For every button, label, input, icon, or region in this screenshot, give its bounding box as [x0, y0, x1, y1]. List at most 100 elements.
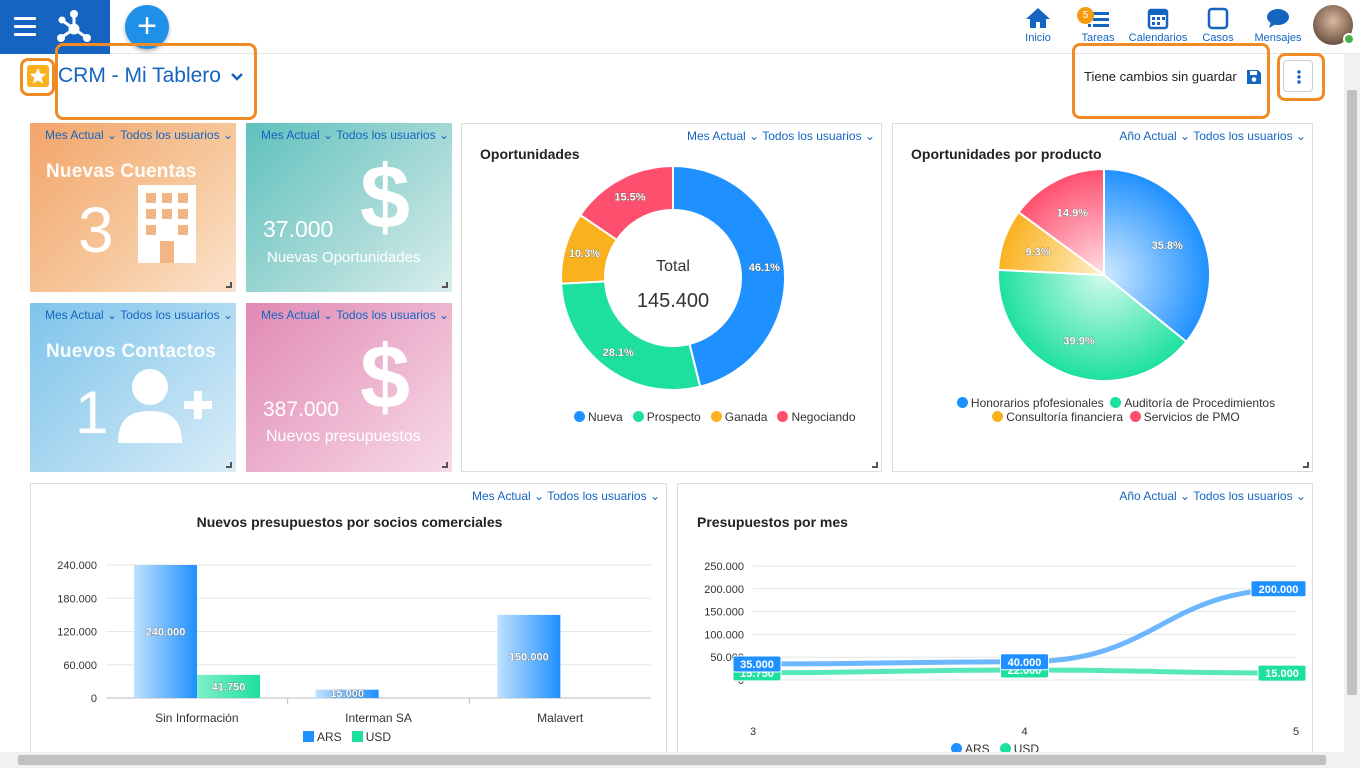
tile-new-accounts[interactable]: Mes Actual ⌄ Todos los usuarios ⌄ Nuevas…	[30, 123, 236, 292]
period-filter[interactable]: Mes Actual	[687, 129, 746, 143]
unsaved-highlight	[1072, 43, 1270, 119]
bar[interactable]	[197, 674, 260, 698]
nav-messages[interactable]: Mensajes	[1243, 6, 1313, 44]
nav-cases[interactable]: Casos	[1183, 6, 1253, 44]
nav-home[interactable]: Inicio	[1003, 6, 1073, 44]
legend-item[interactable]: Auditoría de Procedimientos	[1110, 396, 1275, 410]
legend-item[interactable]: Negociando	[777, 410, 856, 424]
home-icon	[1026, 8, 1050, 28]
users-filter[interactable]: Todos los usuarios	[1193, 489, 1293, 503]
cases-icon	[1207, 7, 1229, 30]
slice-label: 15.5%	[614, 192, 645, 204]
favorite-star-button[interactable]	[27, 65, 49, 87]
resize-handle[interactable]	[226, 462, 232, 468]
save-icon[interactable]	[1245, 68, 1263, 91]
period-filter[interactable]: Mes Actual	[472, 489, 531, 503]
add-button[interactable]: +	[125, 5, 169, 49]
period-filter[interactable]: Mes Actual	[45, 128, 104, 142]
partners-bar-chart: 0 60.000 120.000 180.000 240.000 Sin Informac…	[57, 560, 651, 725]
chart-title: Oportunidades	[480, 146, 580, 162]
legend-item[interactable]: Servicios de PMO	[1129, 410, 1240, 424]
period-filter[interactable]: Año Actual	[1119, 129, 1177, 143]
x-tick-label: 4	[1021, 726, 1027, 738]
chart-title: Oportunidades por producto	[911, 146, 1102, 162]
users-filter[interactable]: Todos los usuarios	[120, 308, 220, 322]
resize-handle[interactable]	[226, 282, 232, 288]
resize-handle[interactable]	[442, 282, 448, 288]
dollar-icon: $	[360, 148, 411, 248]
legend-item[interactable]: ARS	[303, 730, 342, 744]
legend-item[interactable]: Nueva	[574, 410, 623, 424]
tile-filter[interactable]: Mes Actual ⌄ Todos los usuarios ⌄	[261, 128, 449, 142]
pie-slice[interactable]	[997, 268, 1188, 382]
card-filter[interactable]: Año Actual ⌄ Todos los usuarios ⌄	[1119, 489, 1306, 503]
tile-filter[interactable]: Mes Actual ⌄ Todos los usuarios ⌄	[261, 308, 449, 322]
bar[interactable]	[315, 689, 379, 698]
legend-label: Consultoría financiera	[1006, 410, 1124, 424]
calendar-icon	[1147, 8, 1169, 30]
pie-slice[interactable]	[1017, 167, 1105, 277]
pie-slice[interactable]	[672, 164, 786, 388]
chart-title: Presupuestos por mes	[697, 514, 848, 530]
pie-slice[interactable]	[560, 280, 702, 391]
point-label: 200.000	[1259, 584, 1299, 596]
y-tick-label: 60.000	[63, 660, 97, 672]
legend-item[interactable]: Honorarios pfofesionales	[956, 396, 1104, 410]
tile-title: Nuevas Cuentas	[46, 161, 197, 182]
more-options-button[interactable]	[1283, 60, 1313, 92]
bar-label: 15.000	[330, 688, 364, 700]
users-filter[interactable]: Todos los usuarios	[1193, 129, 1293, 143]
tile-new-budgets[interactable]: Mes Actual ⌄ Todos los usuarios ⌄ $ 387.…	[246, 303, 452, 472]
tile-filter[interactable]: Mes Actual ⌄ Todos los usuarios ⌄	[45, 308, 233, 322]
bar-label: 150.000	[509, 651, 549, 663]
tile-new-opportunities[interactable]: Mes Actual ⌄ Todos los usuarios ⌄ $ 37.0…	[246, 123, 452, 292]
tile-filter[interactable]: Mes Actual ⌄ Todos los usuarios ⌄	[45, 128, 233, 142]
card-opportunities-by-product: Año Actual ⌄ Todos los usuarios ⌄ Oportu…	[892, 123, 1313, 472]
period-filter[interactable]: Mes Actual	[45, 308, 104, 322]
users-filter[interactable]: Todos los usuarios	[762, 129, 862, 143]
bar[interactable]	[134, 565, 197, 698]
slice-label: 14.9%	[1057, 208, 1088, 220]
resize-handle[interactable]	[1303, 462, 1309, 468]
bar-label: 240.000	[146, 627, 186, 639]
legend-item[interactable]: Prospecto	[632, 410, 701, 424]
tile-new-contacts[interactable]: Mes Actual ⌄ Todos los usuarios ⌄ Nuevos…	[30, 303, 236, 472]
dashboard-title[interactable]: CRM - Mi Tablero	[58, 64, 243, 88]
app-logo-icon[interactable]	[56, 9, 92, 45]
menu-icon[interactable]	[14, 17, 36, 37]
legend-label: Nueva	[588, 410, 623, 424]
users-filter[interactable]: Todos los usuarios	[336, 308, 436, 322]
period-filter[interactable]: Mes Actual	[261, 128, 320, 142]
online-status-icon	[1343, 33, 1355, 45]
card-opportunities: Mes Actual ⌄ Todos los usuarios ⌄ Oportu…	[461, 123, 882, 472]
users-filter[interactable]: Todos los usuarios	[120, 128, 220, 142]
y-tick-label: 0	[91, 693, 97, 705]
users-filter[interactable]: Todos los usuarios	[336, 128, 436, 142]
chevron-down-icon	[230, 73, 243, 81]
legend-item[interactable]: Consultoría financiera	[992, 410, 1123, 424]
period-filter[interactable]: Año Actual	[1119, 489, 1177, 503]
period-filter[interactable]: Mes Actual	[261, 308, 320, 322]
card-filter[interactable]: Año Actual ⌄ Todos los usuarios ⌄	[1119, 129, 1306, 143]
legend-label: ARS	[317, 730, 342, 744]
point-label: 15.000	[1265, 668, 1299, 680]
legend-item[interactable]: Ganada	[710, 410, 767, 424]
bar[interactable]	[497, 614, 561, 698]
card-filter[interactable]: Mes Actual ⌄ Todos los usuarios ⌄	[687, 129, 875, 143]
legend-label: Servicios de PMO	[1143, 410, 1240, 424]
nav-calendars[interactable]: Calendarios	[1123, 6, 1193, 44]
resize-handle[interactable]	[442, 462, 448, 468]
legend-item[interactable]: USD	[351, 730, 391, 744]
card-budgets-by-month: Año Actual ⌄ Todos los usuarios ⌄ Presup…	[677, 483, 1313, 763]
dollar-icon: $	[360, 328, 411, 428]
resize-handle[interactable]	[872, 462, 878, 468]
pie-slice[interactable]	[578, 164, 674, 242]
vertical-scrollbar-thumb[interactable]	[1347, 90, 1357, 695]
chart-legend: ARS USD	[303, 730, 391, 744]
nav-cases-label: Casos	[1202, 32, 1234, 44]
card-filter[interactable]: Mes Actual ⌄ Todos los usuarios ⌄	[472, 489, 660, 503]
horizontal-scrollbar-thumb[interactable]	[18, 755, 1326, 765]
series-line[interactable]	[750, 586, 1299, 667]
users-filter[interactable]: Todos los usuarios	[547, 489, 647, 503]
pie-slice[interactable]	[1103, 167, 1211, 344]
